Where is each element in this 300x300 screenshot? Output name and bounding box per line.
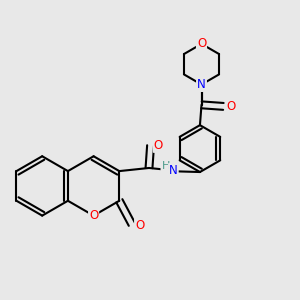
Text: N: N	[169, 164, 178, 177]
Text: N: N	[197, 78, 206, 91]
Text: O: O	[89, 209, 98, 222]
Text: H: H	[161, 161, 170, 171]
Text: O: O	[197, 38, 206, 50]
Text: O: O	[154, 139, 163, 152]
Text: O: O	[226, 100, 236, 113]
Text: O: O	[135, 219, 144, 232]
Text: N: N	[197, 78, 206, 91]
